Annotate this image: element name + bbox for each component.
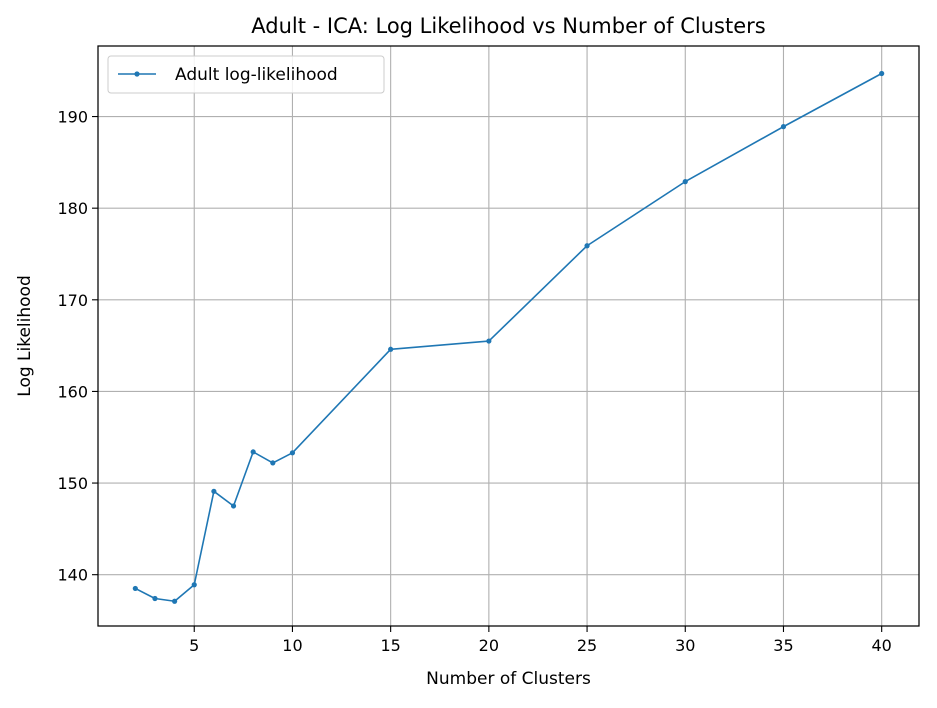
y-tick-label: 150 [57,474,88,493]
data-point [270,460,276,466]
x-tick-label: 35 [773,636,793,655]
x-tick-label: 15 [380,636,400,655]
y-tick-label: 140 [57,566,88,585]
y-axis-label: Log Likelihood [15,275,35,396]
data-point [230,503,237,509]
y-tick-label: 190 [57,108,88,127]
legend-box [107,55,385,94]
data-point [132,585,138,592]
data-point [388,346,394,352]
legend-label: Adult log-likelihood [175,65,338,85]
x-tick-label: 30 [675,636,695,655]
x-tick-label: 40 [872,636,892,655]
data-point [152,595,158,602]
data-point [250,449,256,455]
data-point [584,243,590,249]
data-point [486,338,492,344]
y-tick-label: 160 [57,382,88,401]
series-layer [132,70,885,604]
data-point [682,179,688,185]
x-axis-label: Number of Clusters [426,669,591,689]
x-tick-label: 10 [282,636,302,655]
data-point [780,124,787,130]
tick-layer: 5 10 15 20 25 30 35 40 140 150 160 170 180 190 [57,108,891,655]
y-tick-label: 180 [57,199,88,218]
grid-layer [98,46,919,626]
x-tick-label: 20 [479,636,499,655]
x-tick-label: 25 [577,636,597,655]
chart-title: Adult - ICA: Log Likelihood vs Number of… [251,14,765,38]
data-point [289,450,296,456]
x-tick-label: 5 [189,636,199,655]
series-line [134,72,883,603]
data-point [211,488,217,494]
legend-swatch-marker [134,71,140,77]
legend: Adult log-likelihood [107,55,385,94]
plot-frame [97,45,920,627]
data-point [191,582,197,588]
data-point [879,70,885,77]
data-point [172,598,178,604]
y-tick-label: 170 [57,291,88,310]
